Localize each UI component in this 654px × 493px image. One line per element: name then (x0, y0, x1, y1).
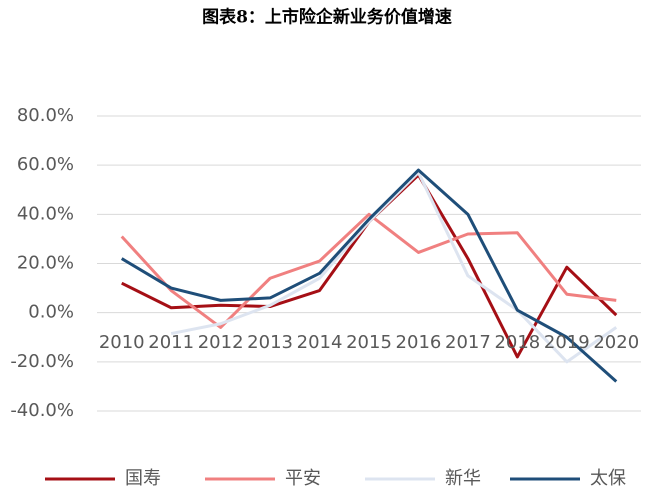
x-tick-label: 2020 (593, 332, 639, 353)
x-tick-label: 2010 (99, 332, 145, 353)
x-tick-label: 2013 (247, 332, 293, 353)
y-tick-label: -20.0% (10, 351, 74, 372)
legend-label: 平安 (285, 468, 321, 489)
x-tick-label: 2015 (346, 332, 392, 353)
y-tick-label: -40.0% (10, 400, 74, 421)
x-tick-label: 2012 (198, 332, 244, 353)
legend-label: 国寿 (125, 468, 161, 489)
series-line (120, 212, 617, 329)
x-tick-label: 2011 (148, 332, 194, 353)
x-tick-label: 2019 (544, 332, 590, 353)
y-tick-label: 60.0% (17, 154, 74, 175)
x-tick-label: 2017 (445, 332, 491, 353)
x-tick-label: 2014 (297, 332, 343, 353)
y-tick-label: 80.0% (17, 105, 74, 126)
series-line (120, 168, 618, 383)
y-tick-label: 20.0% (17, 253, 74, 274)
legend-label: 新华 (445, 468, 481, 489)
series-line (170, 171, 618, 364)
x-tick-label: 2016 (396, 332, 442, 353)
x-tick-label: 2018 (494, 332, 540, 353)
y-tick-label: 0.0% (28, 302, 74, 323)
legend-label: 太保 (590, 468, 626, 489)
chart-title: 图表8：上市险企新业务价值增速 (202, 7, 452, 28)
y-tick-label: 40.0% (17, 203, 74, 224)
